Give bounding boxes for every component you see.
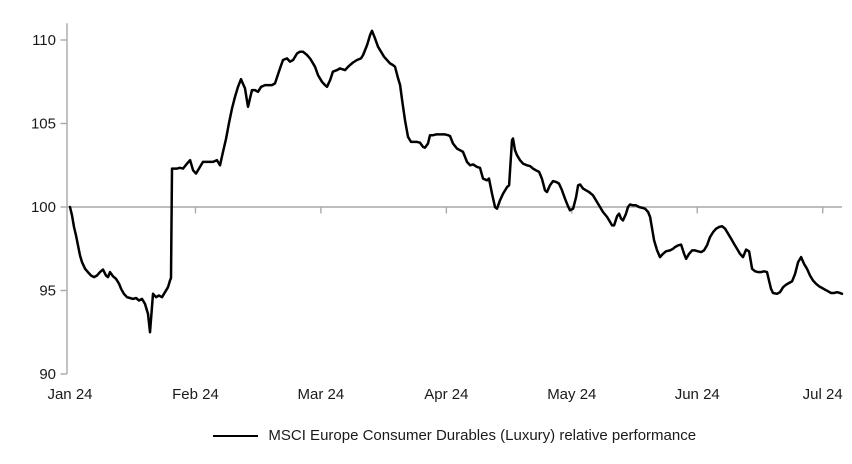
legend: MSCI Europe Consumer Durables (Luxury) r…: [67, 427, 842, 445]
x-tick-label: Feb 24: [172, 386, 219, 403]
legend-line-swatch: [212, 434, 258, 437]
x-tick-label: Jun 24: [675, 386, 720, 403]
y-tick-label: 90: [39, 366, 56, 383]
performance-line-chart: 90 95 100 105 110 Jan 24 Feb 24 Mar 24 Apr 24 May…: [31, 23, 844, 403]
legend-label: MSCI Europe Consumer Durables (Luxury) r…: [268, 427, 697, 445]
series-line: [68, 29, 844, 334]
x-tick-label: May 24: [547, 386, 596, 403]
y-tick-label: 105: [31, 116, 56, 133]
x-tick-label: Jul 24: [803, 386, 843, 403]
x-tick-label: Jan 24: [47, 386, 92, 403]
y-tick-label: 110: [32, 32, 56, 49]
x-tick-label: Mar 24: [298, 386, 345, 403]
y-tick-label: 95: [39, 283, 56, 300]
x-tick-label: Apr 24: [424, 386, 468, 403]
y-tick-label: 100: [31, 199, 56, 216]
